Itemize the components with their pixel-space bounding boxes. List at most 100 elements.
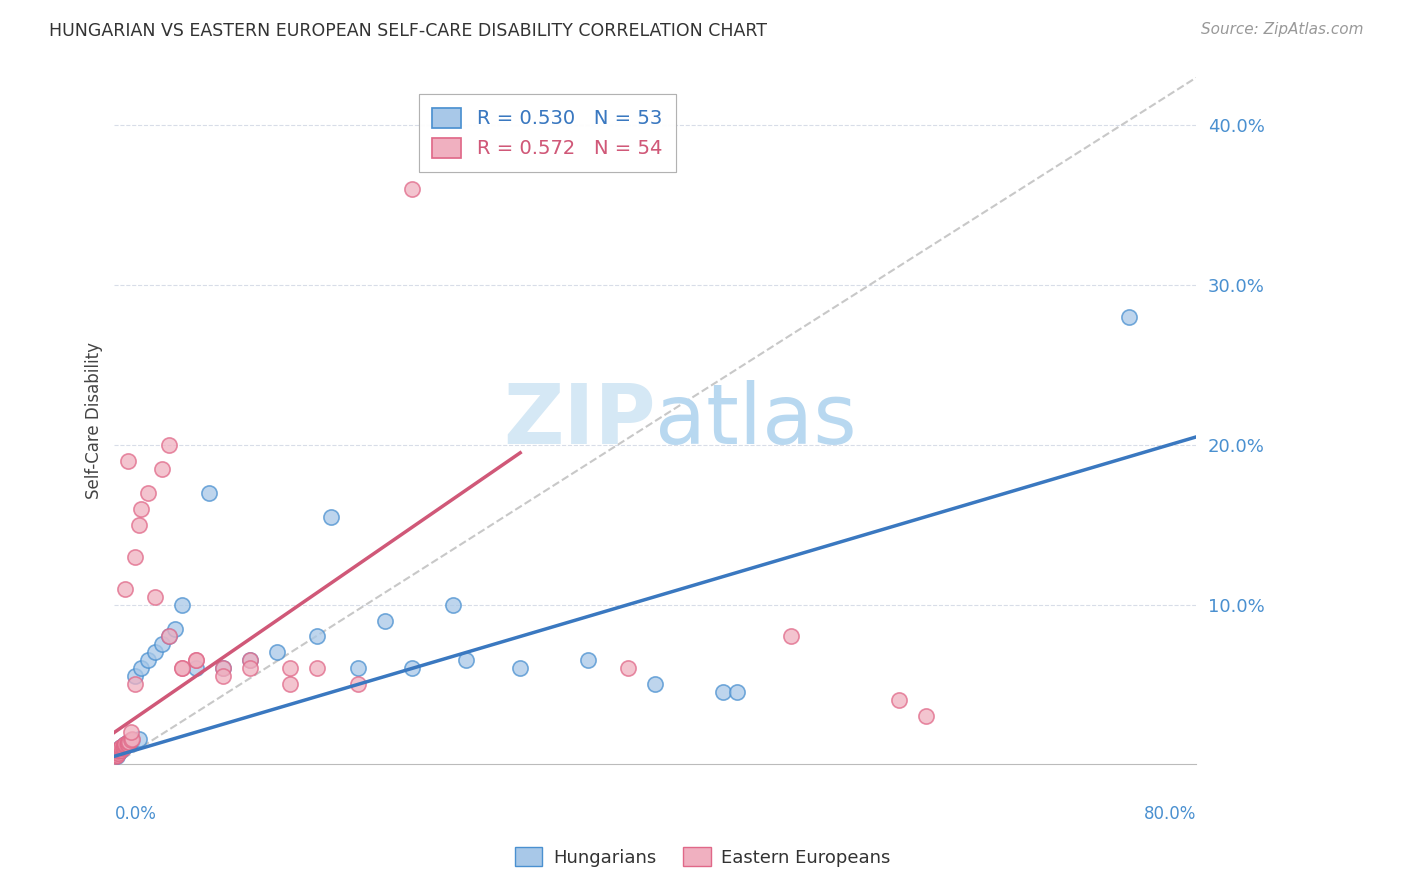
Text: atlas: atlas	[655, 380, 858, 461]
Point	[711, 685, 734, 699]
Point	[150, 638, 173, 652]
Point	[111, 741, 134, 756]
Point	[509, 661, 531, 675]
Point	[644, 677, 666, 691]
Point	[110, 741, 132, 756]
Point	[136, 653, 159, 667]
Point	[114, 582, 136, 596]
Point	[117, 454, 139, 468]
Point	[121, 733, 143, 747]
Point	[401, 661, 423, 675]
Point	[104, 747, 127, 762]
Point	[887, 693, 910, 707]
Point	[108, 741, 131, 756]
Point	[117, 735, 139, 749]
Point	[131, 661, 153, 675]
Point	[117, 737, 139, 751]
Point	[111, 739, 134, 754]
Point	[118, 737, 141, 751]
Point	[104, 746, 127, 760]
Point	[107, 743, 129, 757]
Point	[110, 743, 132, 757]
Point	[1118, 310, 1140, 324]
Point	[198, 485, 221, 500]
Point	[170, 661, 193, 675]
Point	[117, 737, 139, 751]
Point	[112, 739, 135, 754]
Point	[266, 645, 288, 659]
Point	[107, 746, 129, 760]
Point	[105, 744, 128, 758]
Text: ZIP: ZIP	[503, 380, 655, 461]
Point	[165, 622, 187, 636]
Point	[136, 485, 159, 500]
Point	[108, 743, 131, 757]
Point	[112, 738, 135, 752]
Point	[454, 653, 477, 667]
Point	[105, 746, 128, 760]
Point	[114, 738, 136, 752]
Point	[105, 744, 128, 758]
Point	[184, 653, 207, 667]
Point	[117, 735, 139, 749]
Point	[110, 741, 132, 756]
Point	[110, 739, 132, 754]
Point	[115, 737, 138, 751]
Point	[108, 744, 131, 758]
Legend: R = 0.530   N = 53, R = 0.572   N = 54: R = 0.530 N = 53, R = 0.572 N = 54	[419, 94, 676, 172]
Point	[239, 653, 262, 667]
Point	[107, 744, 129, 758]
Point	[124, 669, 146, 683]
Point	[108, 741, 131, 756]
Point	[184, 661, 207, 675]
Point	[120, 735, 142, 749]
Point	[184, 653, 207, 667]
Point	[104, 747, 127, 762]
Point	[120, 733, 142, 747]
Point	[114, 737, 136, 751]
Point	[319, 509, 342, 524]
Point	[211, 661, 233, 675]
Text: HUNGARIAN VS EASTERN EUROPEAN SELF-CARE DISABILITY CORRELATION CHART: HUNGARIAN VS EASTERN EUROPEAN SELF-CARE …	[49, 22, 768, 40]
Point	[110, 739, 132, 754]
Point	[307, 661, 329, 675]
Point	[347, 677, 370, 691]
Point	[131, 501, 153, 516]
Text: 80.0%: 80.0%	[1144, 805, 1197, 823]
Point	[105, 747, 128, 762]
Point	[401, 182, 423, 196]
Point	[170, 661, 193, 675]
Point	[239, 653, 262, 667]
Point	[114, 737, 136, 751]
Point	[725, 685, 748, 699]
Text: 0.0%: 0.0%	[114, 805, 156, 823]
Point	[278, 677, 301, 691]
Point	[105, 746, 128, 760]
Point	[114, 738, 136, 752]
Point	[128, 517, 150, 532]
Point	[157, 438, 180, 452]
Point	[107, 746, 129, 760]
Point	[108, 743, 131, 757]
Point	[120, 725, 142, 739]
Point	[143, 590, 166, 604]
Point	[128, 731, 150, 746]
Point	[150, 462, 173, 476]
Point	[441, 598, 464, 612]
Point	[124, 549, 146, 564]
Point	[112, 738, 135, 752]
Point	[118, 735, 141, 749]
Point	[115, 738, 138, 752]
Point	[347, 661, 370, 675]
Point	[307, 630, 329, 644]
Point	[111, 741, 134, 756]
Point	[107, 744, 129, 758]
Point	[617, 661, 640, 675]
Point	[157, 630, 180, 644]
Point	[779, 630, 801, 644]
Y-axis label: Self-Care Disability: Self-Care Disability	[86, 343, 103, 500]
Point	[239, 661, 262, 675]
Point	[105, 749, 128, 764]
Point	[121, 731, 143, 746]
Point	[107, 743, 129, 757]
